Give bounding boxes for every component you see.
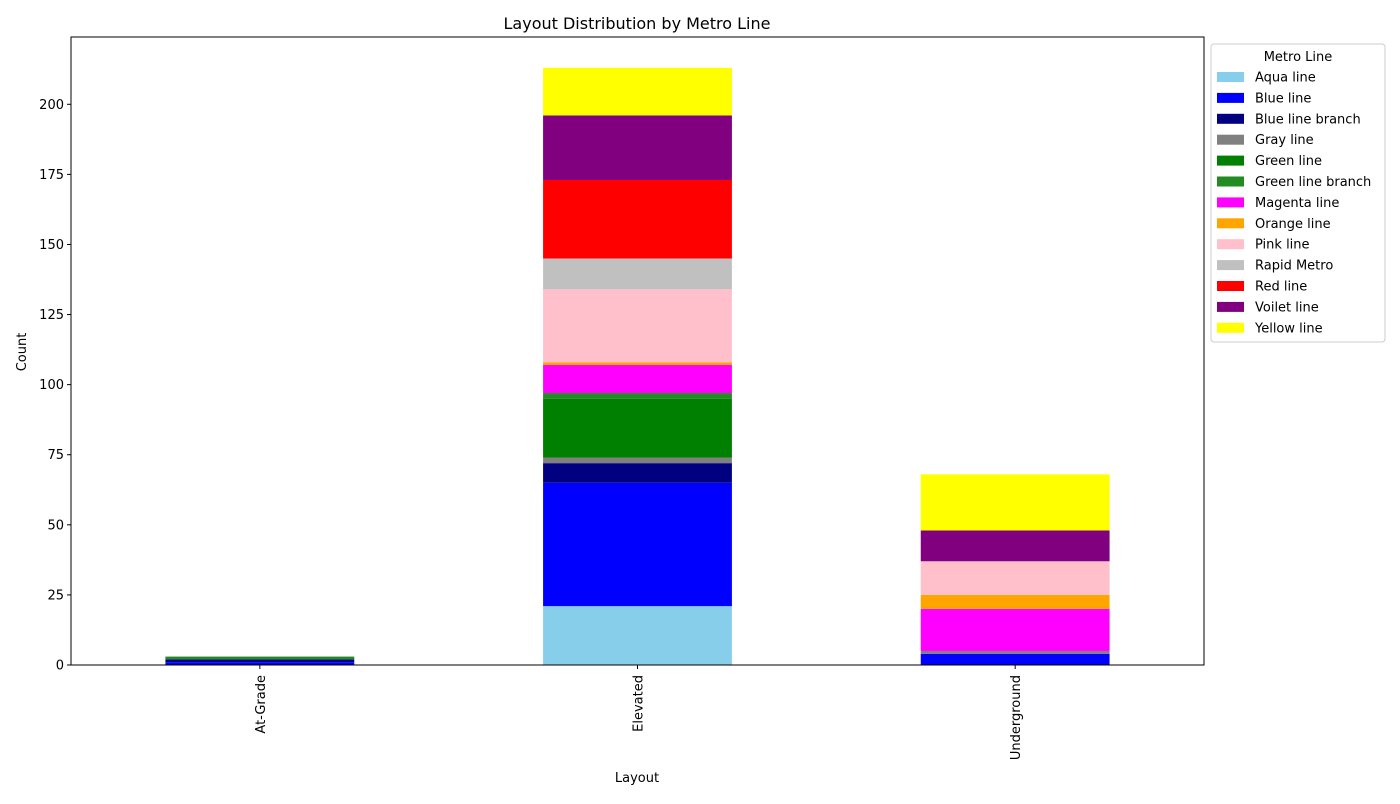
legend: Metro Line Aqua line Blue line Blue line b… [1210,43,1386,343]
legend-swatch-rapid-metro [1217,260,1244,271]
y-axis: 0 25 50 75 100 125 150 175 200 [39,98,71,674]
legend-swatch-green-line [1217,155,1244,166]
legend-swatch-green-line-branch [1217,176,1244,187]
bar-segment-at-grade-blue-line [165,662,355,665]
bar-segment-underground-orange-line [920,594,1110,609]
bar-segment-underground-voilet-line [920,530,1110,562]
bar-segment-at-grade-blue-line-branch [165,659,355,663]
bar-segment-elevated-voilet-line [543,115,732,180]
bar-segment-elevated-pink-line [543,289,732,363]
legend-label: Blue line [1255,91,1311,106]
x-tick-label-underground: Underground [1009,675,1024,760]
legend-swatch-orange-line [1217,218,1244,229]
bar-segment-elevated-yellow-line [543,67,732,116]
bar-segment-elevated-green-line-branch [543,393,732,399]
y-tick-label: 150 [39,238,64,253]
y-axis-label: Count [15,333,30,372]
x-tick-label-elevated: Elevated [632,675,647,732]
legend-swatch-voilet-line [1217,301,1244,312]
bar-segment-underground-pink-line [920,561,1110,595]
x-axis: At-Grade Elevated Underground [254,665,1024,760]
bar-segment-elevated-rapid-metro [543,258,732,290]
bar-segment-elevated-magenta-line [543,365,732,394]
y-tick-label: 100 [39,378,64,393]
legend-frame [1210,43,1386,343]
legend-label: Red line [1255,280,1307,295]
bar-segment-elevated-orange-line [543,362,732,366]
x-tick-label-at-grade: At-Grade [254,675,269,734]
legend-label: Blue line branch [1255,112,1361,127]
bar-segment-underground-magenta-line [920,608,1110,651]
legend-label: Yellow line [1254,321,1323,336]
bar-segment-elevated-aqua-line [543,606,732,666]
legend-label: Voilet line [1255,300,1319,315]
legend-label: Green line [1255,154,1322,169]
legend-swatch-aqua-line [1217,72,1244,82]
y-tick-label: 0 [56,659,64,674]
legend-swatch-blue-line-branch [1217,113,1244,124]
legend-swatch-yellow-line [1217,322,1244,333]
bar-segment-underground-blue-line [920,653,1110,665]
y-tick-label: 25 [47,588,64,603]
bar-segment-at-grade-green-line-branch [165,656,355,660]
bar-segment-elevated-blue-line [543,482,732,607]
legend-label: Orange line [1255,217,1331,232]
bar-segment-elevated-gray-line [543,457,732,464]
legend-items: Aqua line Blue line Blue line branch Gray l… [1217,71,1371,336]
bar-segment-underground-yellow-line [920,474,1110,531]
bars-layer [165,67,1110,666]
y-tick-label: 175 [39,168,64,183]
bar-segment-elevated-green-line [543,398,732,458]
legend-swatch-blue-line [1217,92,1244,103]
legend-swatch-gray-line [1217,134,1244,145]
legend-label: Pink line [1255,238,1310,253]
legend-label: Rapid Metro [1255,259,1333,274]
legend-swatch-pink-line [1217,239,1244,250]
legend-label: Gray line [1255,133,1314,148]
legend-title: Metro Line [1264,50,1333,65]
y-tick-label: 75 [47,448,64,463]
legend-label: Aqua line [1255,71,1316,86]
bar-segment-underground-gray-line [920,650,1110,654]
bar-segment-elevated-red-line [543,179,732,259]
y-tick-label: 200 [39,98,64,113]
y-tick-label: 50 [47,518,64,533]
legend-swatch-magenta-line [1217,197,1244,208]
x-axis-label: Layout [615,771,659,786]
bar-segment-elevated-blue-line-branch [543,463,732,483]
legend-label: Magenta line [1255,196,1339,211]
legend-swatch-red-line [1217,281,1244,291]
y-tick-label: 125 [39,308,64,323]
chart-title: Layout Distribution by Metro Line [504,14,771,33]
legend-label: Green line branch [1255,175,1371,190]
